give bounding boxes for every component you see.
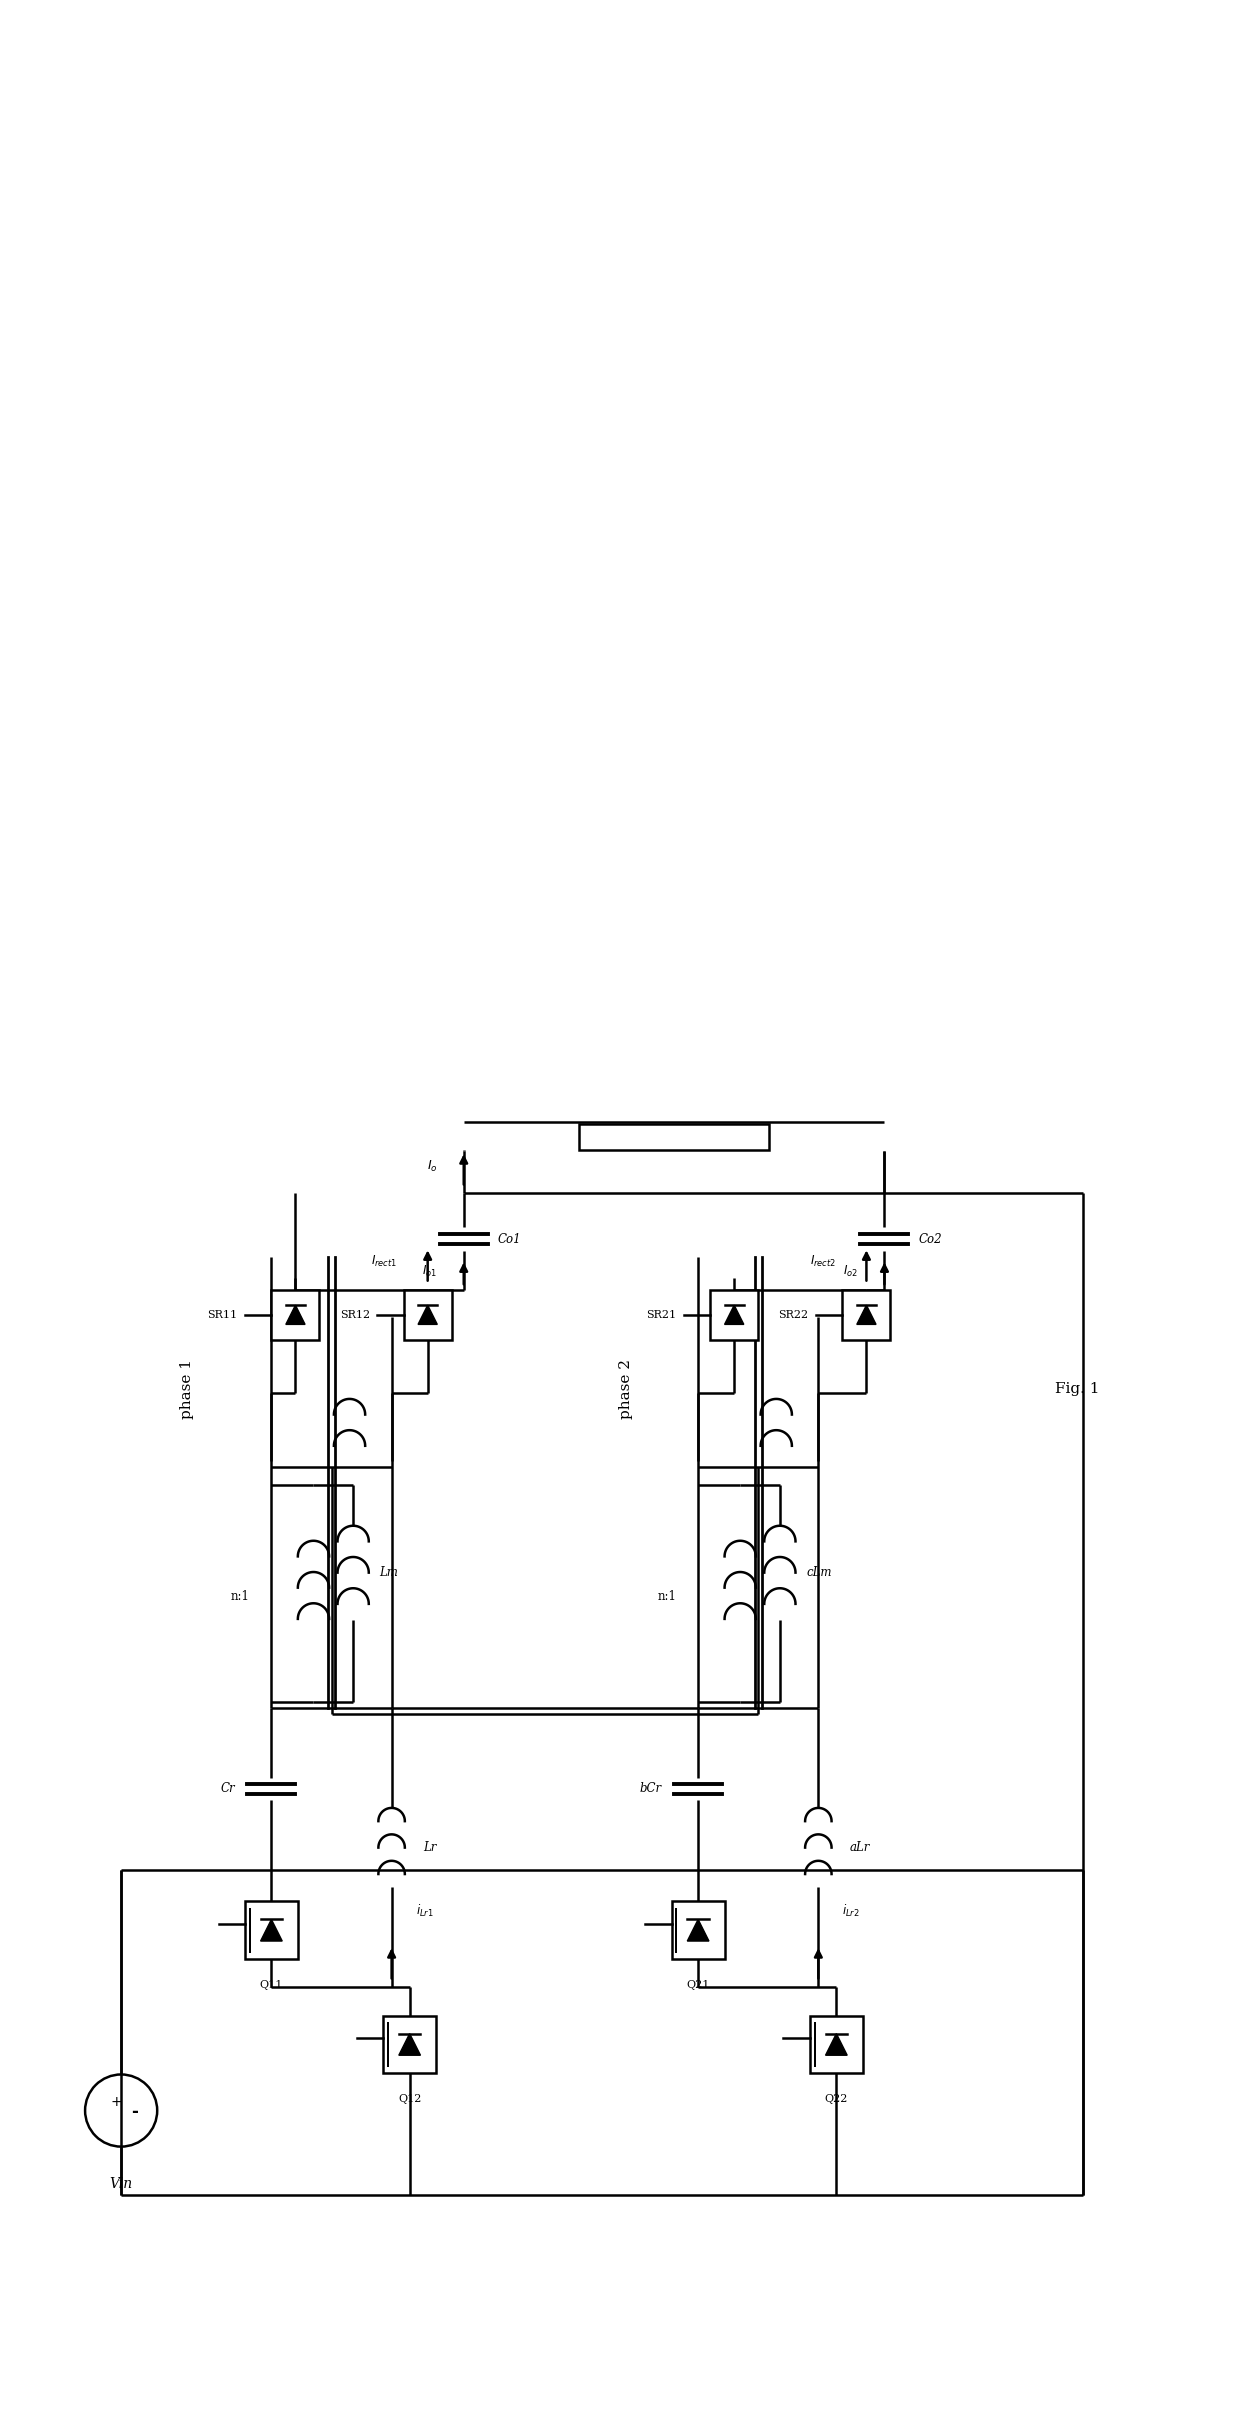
Bar: [579, 1124, 769, 1151]
Text: Vin: Vin: [109, 2176, 133, 2191]
Text: $I_{o1}$: $I_{o1}$: [423, 1265, 438, 1279]
Polygon shape: [418, 1306, 438, 1325]
Text: Fig. 1: Fig. 1: [1054, 1383, 1099, 1395]
Polygon shape: [826, 2034, 847, 2055]
Text: SR22: SR22: [779, 1311, 808, 1320]
Bar: [383, 2017, 436, 2072]
Bar: [272, 1289, 320, 1340]
Text: SR12: SR12: [340, 1311, 370, 1320]
Text: SR11: SR11: [207, 1311, 238, 1320]
Text: bCr: bCr: [640, 1782, 662, 1797]
Text: $i_{Lr1}$: $i_{Lr1}$: [415, 1903, 433, 1920]
Text: Q11: Q11: [259, 1980, 283, 1990]
Text: n:1: n:1: [657, 1591, 677, 1603]
Text: Lr: Lr: [423, 1840, 436, 1855]
Polygon shape: [260, 1920, 283, 1942]
Bar: [404, 1289, 451, 1340]
Polygon shape: [286, 1306, 305, 1325]
Text: SR21: SR21: [646, 1311, 677, 1320]
Bar: [810, 2017, 863, 2072]
Text: +: +: [110, 2094, 123, 2108]
Polygon shape: [687, 1920, 709, 1942]
Polygon shape: [724, 1306, 744, 1325]
Text: phase 1: phase 1: [180, 1359, 195, 1419]
Polygon shape: [857, 1306, 875, 1325]
Text: cLm: cLm: [806, 1567, 832, 1579]
Text: -: -: [131, 2104, 138, 2121]
Bar: [246, 1901, 298, 1959]
Polygon shape: [399, 2034, 420, 2055]
Text: $i_{Lr2}$: $i_{Lr2}$: [842, 1903, 861, 1920]
Text: Q22: Q22: [825, 2094, 848, 2104]
Bar: [842, 1289, 890, 1340]
Bar: [672, 1901, 724, 1959]
Text: $I_{rect1}$: $I_{rect1}$: [372, 1255, 398, 1269]
Text: $I_{o2}$: $I_{o2}$: [843, 1265, 858, 1279]
Text: $I_o$: $I_o$: [427, 1158, 438, 1175]
Text: aLr: aLr: [849, 1840, 870, 1855]
Text: Co1: Co1: [497, 1233, 521, 1245]
Text: Cr: Cr: [221, 1782, 236, 1797]
Text: phase 2: phase 2: [619, 1359, 632, 1419]
Text: Co2: Co2: [918, 1233, 941, 1245]
Text: Q12: Q12: [398, 2094, 422, 2104]
Text: Lm: Lm: [379, 1567, 398, 1579]
Text: n:1: n:1: [231, 1591, 249, 1603]
Text: $I_{rect2}$: $I_{rect2}$: [810, 1255, 836, 1269]
Text: Q21: Q21: [687, 1980, 709, 1990]
Text: $V_o$: $V_o$: [717, 1129, 733, 1144]
Bar: [711, 1289, 758, 1340]
